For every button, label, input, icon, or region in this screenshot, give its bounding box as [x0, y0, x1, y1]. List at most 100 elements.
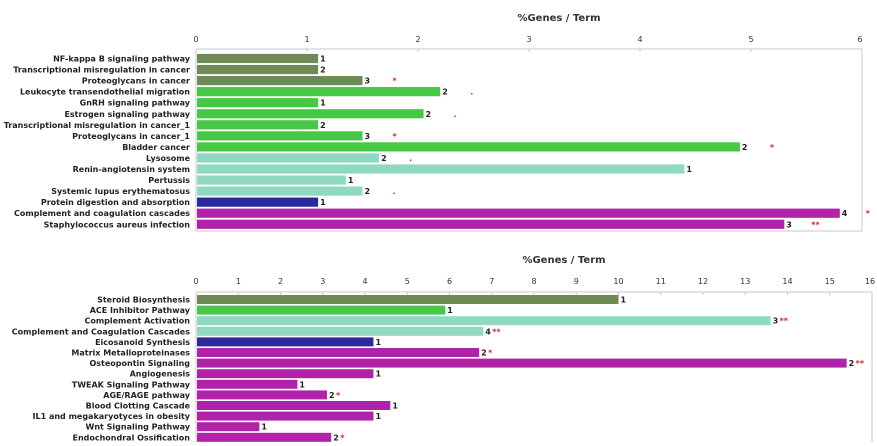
- chart2-count-label: 4: [485, 327, 491, 336]
- chart1-significance-mark: .: [470, 88, 473, 97]
- chart2-tick-label: 11: [656, 277, 666, 286]
- chart1-bar: [197, 53, 319, 64]
- chart2-bar: [197, 369, 374, 379]
- chart2-bar: [197, 390, 327, 400]
- chart1-tick-label: 3: [526, 35, 531, 44]
- chart2-count-label: 1: [447, 306, 453, 315]
- chart2-category-label: Eicosanoid Synthesis: [95, 338, 190, 347]
- chart1-category-label: Estrogen signaling pathway: [64, 110, 190, 119]
- chart2-tick-label: 10: [613, 277, 623, 286]
- chart2-category-label: AGE/RAGE pathway: [103, 391, 191, 400]
- chart1-bar: [197, 186, 363, 196]
- chart2-count-label: 1: [261, 423, 267, 432]
- chart1-count-label: 1: [686, 165, 692, 174]
- chart1-bar: [197, 131, 363, 141]
- chart2-count-label: 2: [333, 433, 339, 442]
- chart2-count-label: 2: [849, 359, 855, 368]
- chart1-category-label: NF-kappa B signaling pathway: [53, 55, 191, 64]
- chart2-count-label: 3: [773, 317, 779, 326]
- chart2-tick-label: 1: [236, 277, 241, 286]
- chart2-significance-mark: **: [780, 317, 789, 326]
- chart1-category-label: Staphylococcus aureus infection: [44, 220, 191, 229]
- chart1-bar: [197, 109, 424, 119]
- chart2-category-label: Endochondral Ossification: [72, 433, 190, 442]
- chart1-bar: [197, 142, 740, 152]
- chart1-count-label: 1: [320, 55, 326, 64]
- chart1-significance-mark: .: [393, 187, 396, 196]
- chart1-count-label: 1: [320, 99, 326, 108]
- chart2-tick-label: 14: [782, 277, 792, 286]
- chart1-significance-mark: **: [811, 220, 820, 229]
- chart1-category-label: Systemic lupus erythematosus: [51, 187, 190, 196]
- chart1-category-label: Transcriptional misregulation in cancer: [13, 66, 190, 75]
- chart1-bar: [197, 76, 363, 86]
- chart1-category-label: Lysosome: [146, 154, 191, 163]
- chart2-count-label: 1: [375, 338, 381, 347]
- chart2-count-label: 1: [299, 380, 305, 389]
- chart1-category-label: Complement and coagulation cascades: [14, 209, 190, 218]
- chart1-count-label: 2: [365, 187, 371, 196]
- chart1-significance-mark: *: [866, 209, 871, 218]
- chart1-bar: [197, 120, 319, 130]
- chart1-category-label: Proteoglycans in cancer: [82, 77, 190, 86]
- chart1-title: %Genes / Term: [517, 13, 600, 24]
- chart2-significance-mark: *: [488, 349, 493, 358]
- chart1-count-label: 2: [442, 88, 448, 97]
- chart1-count-label: 4: [842, 209, 848, 218]
- chart2-tick-label: 6: [447, 277, 452, 286]
- chart1-count-label: 2: [320, 66, 326, 75]
- chart2-category-label: Steroid Biosynthesis: [97, 296, 190, 305]
- chart2-tick-label: 8: [531, 277, 536, 286]
- chart1-count-label: 3: [365, 77, 371, 86]
- chart2-bar: [197, 348, 480, 357]
- chart2-count-label: 1: [375, 370, 381, 379]
- chart2-tick-label: 16: [865, 277, 875, 286]
- chart2-tick-label: 7: [489, 277, 494, 286]
- chart2-tick-label: 4: [362, 277, 367, 286]
- chart2-tick-label: 12: [698, 277, 708, 286]
- chart2-bar: [197, 295, 619, 304]
- chart2-count-label: 1: [392, 402, 398, 411]
- chart1-tick-label: 6: [857, 35, 862, 44]
- chart2-bar: [197, 326, 484, 336]
- chart2-count-label: 1: [621, 296, 627, 305]
- chart2-tick-label: 13: [740, 277, 750, 286]
- chart1-bar: [197, 175, 346, 185]
- chart1-significance-mark: *: [770, 143, 775, 152]
- chart2-significance-mark: **: [856, 359, 865, 368]
- chart2-category-label: Osteopontin Signaling: [89, 359, 190, 368]
- chart2-bar: [197, 316, 771, 326]
- chart1-bar: [197, 153, 380, 163]
- chart2-significance-mark: **: [492, 327, 501, 336]
- chart2-category-label: TWEAK Signaling Pathway: [72, 380, 191, 389]
- chart1-tick-label: 4: [637, 35, 642, 44]
- chart2-tick-label: 9: [574, 277, 579, 286]
- chart1-significance-mark: .: [409, 154, 412, 163]
- chart1-tick-label: 0: [193, 35, 198, 44]
- chart2-tick-label: 5: [405, 277, 410, 286]
- chart2-category-label: Complement and Coagulation Cascades: [12, 327, 190, 336]
- chart1-count-label: 3: [365, 132, 371, 141]
- chart2-tick-label: 0: [193, 277, 198, 286]
- chart2-significance-mark: *: [340, 433, 345, 442]
- chart1-significance-mark: .: [454, 110, 457, 119]
- chart2-count-label: 2: [481, 349, 487, 358]
- chart1-significance-mark: *: [393, 77, 398, 86]
- chart1-category-label: Pertussis: [148, 176, 190, 185]
- chart1-category-label: GnRH signaling pathway: [80, 99, 191, 108]
- chart2-title: %Genes / Term: [522, 255, 605, 266]
- chart2-category-label: Matrix Metalloproteinases: [71, 349, 190, 358]
- chart1-category-label: Protein digestion and absorption: [41, 198, 190, 207]
- chart2-count-label: 1: [375, 412, 381, 421]
- chart1-count-label: 2: [426, 110, 432, 119]
- chart2-tick-label: 2: [278, 277, 283, 286]
- chart1-bar: [197, 219, 785, 229]
- chart2-category-label: Blood Clotting Cascade: [86, 402, 191, 411]
- chart1-bar: [197, 98, 319, 108]
- chart2-tick-label: 3: [320, 277, 325, 286]
- chart1-bar: [197, 197, 319, 207]
- chart1-bar: [197, 164, 685, 174]
- chart1-tick-label: 2: [415, 35, 420, 44]
